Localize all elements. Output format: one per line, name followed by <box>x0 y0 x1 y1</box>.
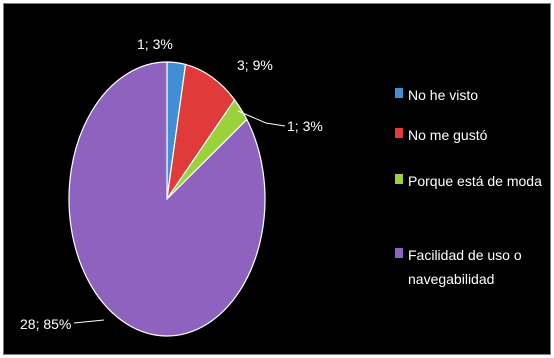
legend-label-4-line-1: Facilidad de uso o <box>408 247 522 263</box>
data-label-1: 1; 3% <box>137 36 173 52</box>
legend-label-3: Porque está de moda <box>408 173 542 189</box>
leader-line-4 <box>73 319 105 324</box>
chart-area: 1; 3% 3; 9% 1; 3% 28; 85% No he visto No me … <box>3 3 551 355</box>
data-label-3: 1; 3% <box>287 118 323 134</box>
legend-swatch-3 <box>395 174 403 184</box>
data-labels: 1; 3% 3; 9% 1; 3% 28; 85% <box>20 36 323 332</box>
data-label-2: 3; 9% <box>237 57 273 73</box>
data-label-4: 28; 85% <box>20 316 71 332</box>
legend-swatch-2 <box>395 128 403 138</box>
label-leader-lines <box>73 110 286 324</box>
pie-chart: 1; 3% 3; 9% 1; 3% 28; 85% No he visto No me … <box>20 36 542 337</box>
legend-label-2: No me gustó <box>408 127 488 143</box>
pie-slice-2 <box>166 63 236 200</box>
pie-slice-4 <box>68 61 266 337</box>
legend-swatch-1 <box>395 88 403 98</box>
leader-line-3 <box>237 110 286 127</box>
legend-label-1: No he visto <box>408 87 478 103</box>
legend: No he visto No me gustó Porque está de mod… <box>395 87 542 287</box>
legend-swatch-4 <box>395 248 403 258</box>
pie-slices <box>68 61 266 337</box>
legend-label-4-line-2: navegabilidad <box>408 271 494 287</box>
